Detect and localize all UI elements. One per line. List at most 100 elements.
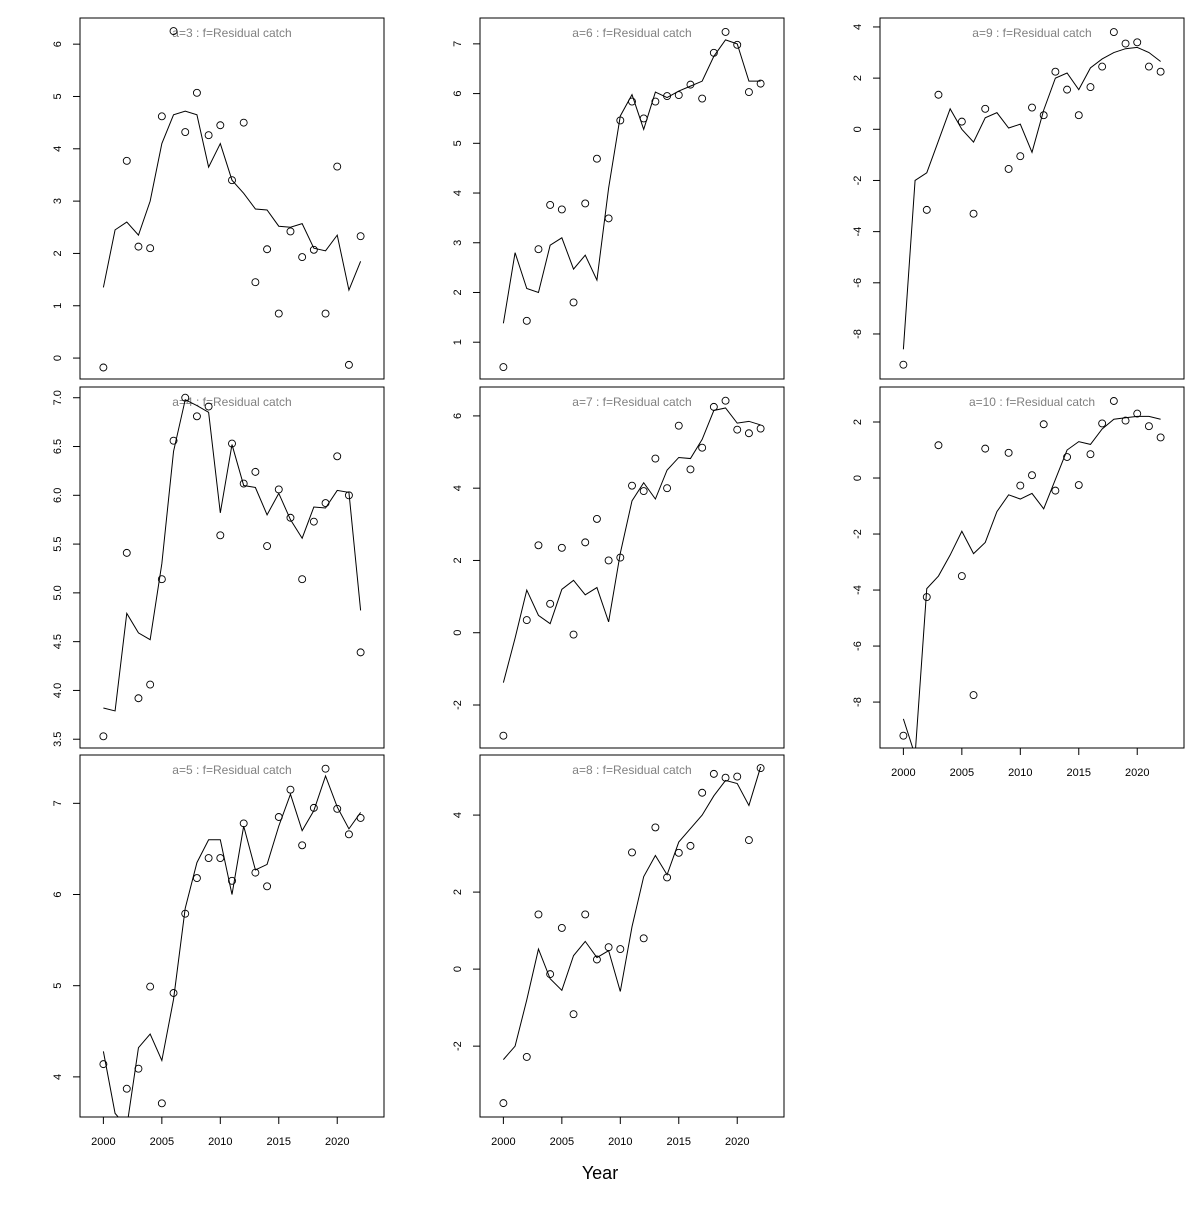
observed-point — [1098, 419, 1107, 428]
observed-point — [1086, 83, 1095, 92]
observed-point — [604, 556, 613, 565]
y-tick-label: -8 — [852, 697, 864, 707]
observed-point — [721, 27, 730, 36]
observed-point — [298, 575, 307, 584]
observed-point — [333, 162, 342, 171]
y-tick-label: 0 — [852, 475, 864, 481]
observed-point — [721, 396, 730, 405]
observed-point — [686, 841, 695, 850]
observed-point — [546, 599, 555, 608]
y-tick-label: -4 — [852, 227, 864, 237]
observed-point — [309, 803, 318, 812]
observed-point — [534, 245, 543, 254]
observed-point — [1051, 486, 1060, 495]
observed-point — [344, 360, 353, 369]
observed-point — [286, 227, 295, 236]
observed-point — [581, 538, 590, 547]
observed-point — [1016, 152, 1025, 161]
y-tick-label: 6 — [52, 41, 64, 47]
observed-point — [228, 439, 236, 448]
panel-title: a=5 : f=Residual catch — [172, 763, 291, 777]
observed-point — [1098, 62, 1107, 71]
observed-point — [639, 114, 648, 123]
observed-point — [674, 421, 683, 430]
y-tick-label: 7 — [52, 800, 64, 806]
observed-point — [192, 412, 201, 421]
observed-point — [499, 363, 508, 372]
panel: a=9 : f=Residual catch -8 -6 -4 -2 0 2 4 — [852, 17, 1185, 380]
plot-frame — [879, 386, 1185, 749]
plot-frame — [79, 386, 385, 749]
observed-point — [192, 874, 201, 883]
observed-point — [663, 484, 672, 493]
plot-frame — [479, 17, 785, 380]
observed-point — [1144, 62, 1153, 71]
observed-point — [557, 923, 566, 932]
y-tick-label: 4 — [452, 485, 464, 491]
observed-point — [499, 1099, 508, 1108]
observed-point — [263, 882, 272, 891]
x-tick-label: 2000 — [491, 1136, 515, 1148]
observed-point — [663, 873, 672, 882]
observed-point — [1063, 453, 1072, 461]
y-tick-label: 3 — [52, 198, 64, 204]
observed-point — [651, 454, 660, 463]
observed-point — [651, 823, 660, 832]
x-tick-label: 2000 — [891, 767, 915, 779]
observed-point — [1028, 471, 1036, 480]
y-tick-label: 2 — [52, 250, 64, 256]
observed-point — [122, 156, 131, 165]
observed-point — [569, 1010, 578, 1019]
observed-point — [981, 444, 990, 453]
y-tick-label: 2 — [452, 557, 464, 563]
panel-title: a=8 : f=Residual catch — [572, 763, 691, 777]
y-tick-label: 3.5 — [52, 732, 64, 747]
observed-point — [1133, 38, 1142, 47]
y-tick-label: 1 — [52, 303, 64, 309]
plot-area — [899, 397, 1165, 748]
observed-point — [709, 402, 718, 411]
observed-point — [134, 1064, 143, 1073]
y-tick-label: 5.0 — [52, 585, 64, 600]
fitted-line — [902, 46, 1161, 350]
observed-point — [321, 499, 330, 508]
observed-point — [216, 854, 225, 862]
observed-point — [274, 309, 283, 318]
observed-point — [333, 804, 342, 813]
observed-point — [756, 79, 765, 88]
observed-point — [756, 424, 765, 433]
observed-point — [216, 531, 225, 540]
observed-point — [192, 88, 201, 97]
observed-point — [522, 316, 531, 325]
panel-title: a=9 : f=Residual catch — [972, 26, 1091, 40]
x-axis-label: Year — [582, 1163, 618, 1183]
observed-point — [157, 575, 166, 584]
observed-point — [239, 479, 248, 488]
y-tick-label: 6 — [452, 413, 464, 419]
observed-point — [522, 616, 531, 625]
observed-point — [286, 513, 295, 522]
observed-point — [981, 104, 990, 113]
y-tick-label: 4 — [52, 146, 64, 152]
observed-point — [1063, 85, 1072, 94]
observed-point — [733, 40, 742, 49]
x-tick-label: 2005 — [550, 1136, 574, 1148]
x-tick-label: 2010 — [208, 1136, 232, 1148]
y-tick-label: 0 — [452, 630, 464, 636]
observed-point — [356, 232, 365, 241]
observed-point — [228, 176, 236, 185]
observed-point — [686, 80, 695, 89]
observed-point — [181, 128, 190, 137]
observed-point — [1121, 416, 1130, 425]
observed-point — [134, 242, 143, 251]
observed-point — [216, 121, 225, 130]
observed-point — [934, 441, 943, 450]
y-tick-label: -2 — [852, 176, 864, 186]
fitted-line — [502, 407, 761, 683]
observed-point — [1144, 422, 1153, 431]
y-tick-label: -6 — [852, 641, 864, 651]
observed-point — [1074, 481, 1083, 489]
observed-point — [628, 481, 636, 490]
observed-point — [274, 813, 283, 821]
observed-point — [546, 201, 555, 209]
